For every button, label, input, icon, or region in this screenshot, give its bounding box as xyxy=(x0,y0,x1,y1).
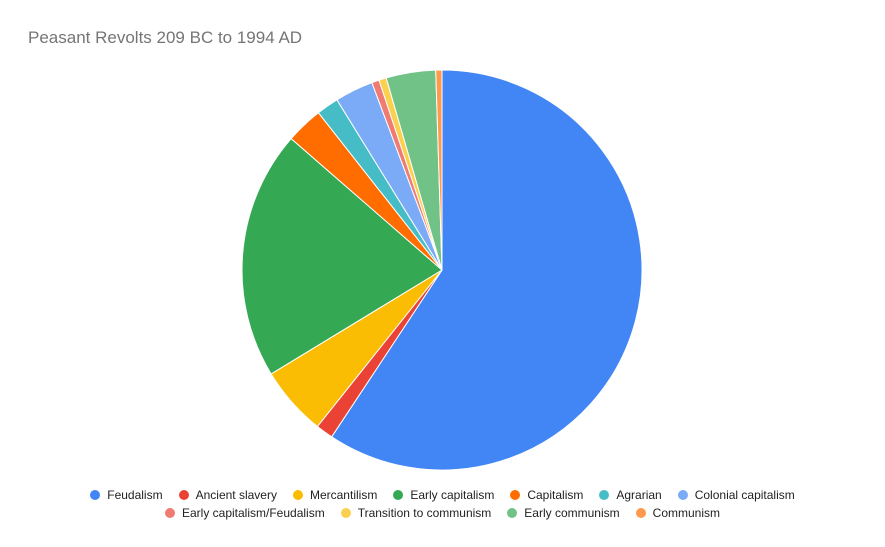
legend-swatch xyxy=(393,490,404,500)
legend-swatch xyxy=(340,508,351,518)
legend-label: Agrarian xyxy=(616,488,662,502)
legend-label: Early capitalism xyxy=(410,488,495,502)
legend-swatch xyxy=(164,508,175,518)
legend-item-feudalism[interactable]: Feudalism xyxy=(90,488,163,502)
legend-item-colonial-capitalism[interactable]: Colonial capitalism xyxy=(677,488,795,502)
pie-chart xyxy=(241,69,643,470)
legend-item-communism[interactable]: Communism xyxy=(635,506,720,520)
legend-label: Early capitalism/Feudalism xyxy=(181,506,325,520)
legend-swatch xyxy=(178,490,189,500)
chart-title: Peasant Revolts 209 BC to 1994 AD xyxy=(28,28,303,47)
legend-swatch xyxy=(507,508,518,518)
legend-item-early-capitalism[interactable]: Early capitalism xyxy=(393,488,494,502)
pie-slice-communism[interactable] xyxy=(435,69,443,271)
legend-label: Capitalism xyxy=(527,488,584,502)
legend-label: Early communism xyxy=(524,506,620,520)
pie-slice-feudalism[interactable] xyxy=(330,69,643,470)
legend-label: Mercantilism xyxy=(309,488,378,502)
legend-item-early-communism[interactable]: Early communism xyxy=(507,506,620,520)
legend-item-transition-to-communism[interactable]: Transition to communism xyxy=(340,506,492,520)
legend-label: Ancient slavery xyxy=(195,488,277,502)
legend-label: Communism xyxy=(652,506,720,520)
legend-label: Feudalism xyxy=(107,488,163,502)
pie-slice-early-capitalism[interactable] xyxy=(241,137,443,375)
legend-swatch xyxy=(292,490,303,500)
legend-row-2: Early capitalism/Feudalism Transition to … xyxy=(0,506,885,520)
legend-label: Transition to communism xyxy=(357,506,492,520)
legend-item-capitalism[interactable]: Capitalism xyxy=(510,488,583,502)
legend-item-early-capitalism-feudalism[interactable]: Early capitalism/Feudalism xyxy=(164,506,325,520)
legend-row-1: Feudalism Ancient slavery Mercantilism Earl… xyxy=(0,488,885,502)
legend-swatch xyxy=(599,490,610,500)
legend-swatch xyxy=(510,490,521,500)
legend-item-ancient-slavery[interactable]: Ancient slavery xyxy=(178,488,277,502)
legend-item-mercantilism[interactable]: Mercantilism xyxy=(292,488,378,502)
legend-swatch xyxy=(635,508,646,518)
legend-swatch xyxy=(677,490,688,500)
legend-item-agrarian[interactable]: Agrarian xyxy=(599,488,662,502)
legend-label: Colonial capitalism xyxy=(694,488,795,502)
legend-swatch xyxy=(90,490,101,500)
